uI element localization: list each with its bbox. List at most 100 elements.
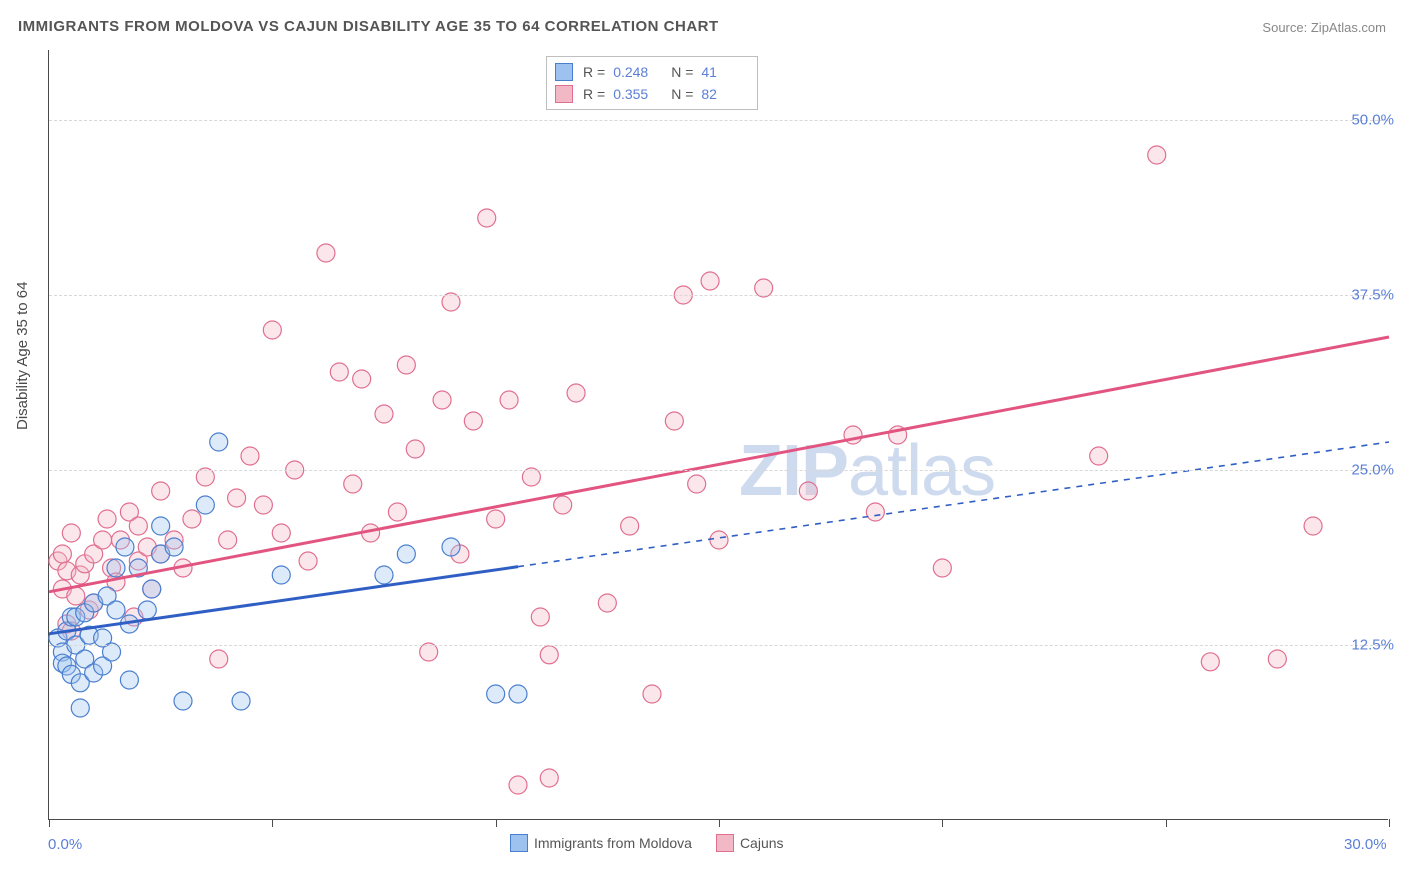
gridline <box>49 645 1388 646</box>
scatter-point <box>464 412 482 430</box>
legend-swatch <box>716 834 734 852</box>
scatter-point <box>263 321 281 339</box>
scatter-point <box>120 671 138 689</box>
x-tick <box>49 819 50 827</box>
scatter-point <box>509 776 527 794</box>
x-tick <box>272 819 273 827</box>
scatter-point <box>344 475 362 493</box>
y-tick-label: 12.5% <box>1351 637 1394 654</box>
scatter-point <box>138 601 156 619</box>
scatter-plot-svg <box>49 50 1388 819</box>
scatter-point <box>442 538 460 556</box>
scatter-point <box>165 538 183 556</box>
scatter-point <box>500 391 518 409</box>
gridline <box>49 120 1388 121</box>
y-tick-label: 37.5% <box>1351 287 1394 304</box>
scatter-point <box>1201 653 1219 671</box>
scatter-point <box>330 363 348 381</box>
scatter-point <box>688 475 706 493</box>
legend-n-value: 82 <box>701 86 749 102</box>
scatter-point <box>183 510 201 528</box>
scatter-point <box>1304 517 1322 535</box>
legend-correlation-box: R = 0.248 N = 41 R = 0.355 N = 82 <box>546 56 758 110</box>
scatter-point <box>317 244 335 262</box>
scatter-point <box>67 587 85 605</box>
scatter-point <box>254 496 272 514</box>
scatter-point <box>143 580 161 598</box>
source-value: ZipAtlas.com <box>1311 20 1386 35</box>
scatter-point <box>210 650 228 668</box>
scatter-point <box>540 646 558 664</box>
scatter-point <box>487 685 505 703</box>
x-tick <box>942 819 943 827</box>
gridline <box>49 470 1388 471</box>
scatter-point <box>1090 447 1108 465</box>
scatter-point <box>933 559 951 577</box>
scatter-point <box>388 503 406 521</box>
x-tick <box>719 819 720 827</box>
legend-n-label: N = <box>671 86 693 102</box>
plot-area: ZIPatlas <box>48 50 1388 820</box>
scatter-point <box>643 685 661 703</box>
legend-n-label: N = <box>671 64 693 80</box>
scatter-point <box>375 566 393 584</box>
scatter-point <box>554 496 572 514</box>
scatter-point <box>397 545 415 563</box>
y-axis-label: Disability Age 35 to 64 <box>14 282 31 430</box>
scatter-point <box>228 489 246 507</box>
scatter-point <box>241 447 259 465</box>
legend-r-label: R = <box>583 64 605 80</box>
scatter-point <box>219 531 237 549</box>
scatter-point <box>62 524 80 542</box>
scatter-point <box>107 559 125 577</box>
legend-swatch <box>510 834 528 852</box>
x-tick <box>1389 819 1390 827</box>
source-label: Source: <box>1262 20 1307 35</box>
x-tick-label: 0.0% <box>48 836 82 853</box>
x-tick <box>496 819 497 827</box>
legend-r-label: R = <box>583 86 605 102</box>
scatter-point <box>299 552 317 570</box>
legend-swatch <box>555 63 573 81</box>
scatter-point <box>540 769 558 787</box>
scatter-point <box>272 566 290 584</box>
scatter-point <box>1148 146 1166 164</box>
scatter-point <box>375 405 393 423</box>
legend-r-value: 0.355 <box>613 86 661 102</box>
legend-correlation-row: R = 0.355 N = 82 <box>555 83 749 105</box>
x-tick <box>1166 819 1167 827</box>
scatter-point <box>94 531 112 549</box>
legend-r-value: 0.248 <box>613 64 661 80</box>
scatter-point <box>196 496 214 514</box>
legend-swatch <box>555 85 573 103</box>
scatter-point <box>433 391 451 409</box>
scatter-point <box>152 482 170 500</box>
scatter-point <box>1268 650 1286 668</box>
scatter-point <box>487 510 505 528</box>
legend-series-item: Immigrants from Moldova <box>510 834 692 852</box>
x-tick-label: 30.0% <box>1344 836 1387 853</box>
scatter-point <box>866 503 884 521</box>
scatter-point <box>116 538 134 556</box>
scatter-point <box>621 517 639 535</box>
legend-series-label: Cajuns <box>740 835 784 851</box>
scatter-point <box>509 685 527 703</box>
scatter-point <box>710 531 728 549</box>
scatter-point <box>406 440 424 458</box>
scatter-point <box>531 608 549 626</box>
legend-correlation-row: R = 0.248 N = 41 <box>555 61 749 83</box>
scatter-point <box>701 272 719 290</box>
scatter-point <box>129 517 147 535</box>
scatter-point <box>478 209 496 227</box>
scatter-point <box>174 692 192 710</box>
source-attribution: Source: ZipAtlas.com <box>1262 20 1386 35</box>
scatter-point <box>152 517 170 535</box>
scatter-point <box>567 384 585 402</box>
legend-series: Immigrants from Moldova Cajuns <box>510 834 784 852</box>
legend-series-item: Cajuns <box>716 834 784 852</box>
chart-title: IMMIGRANTS FROM MOLDOVA VS CAJUN DISABIL… <box>18 18 719 35</box>
scatter-point <box>799 482 817 500</box>
scatter-point <box>272 524 290 542</box>
legend-n-value: 41 <box>701 64 749 80</box>
scatter-point <box>210 433 228 451</box>
